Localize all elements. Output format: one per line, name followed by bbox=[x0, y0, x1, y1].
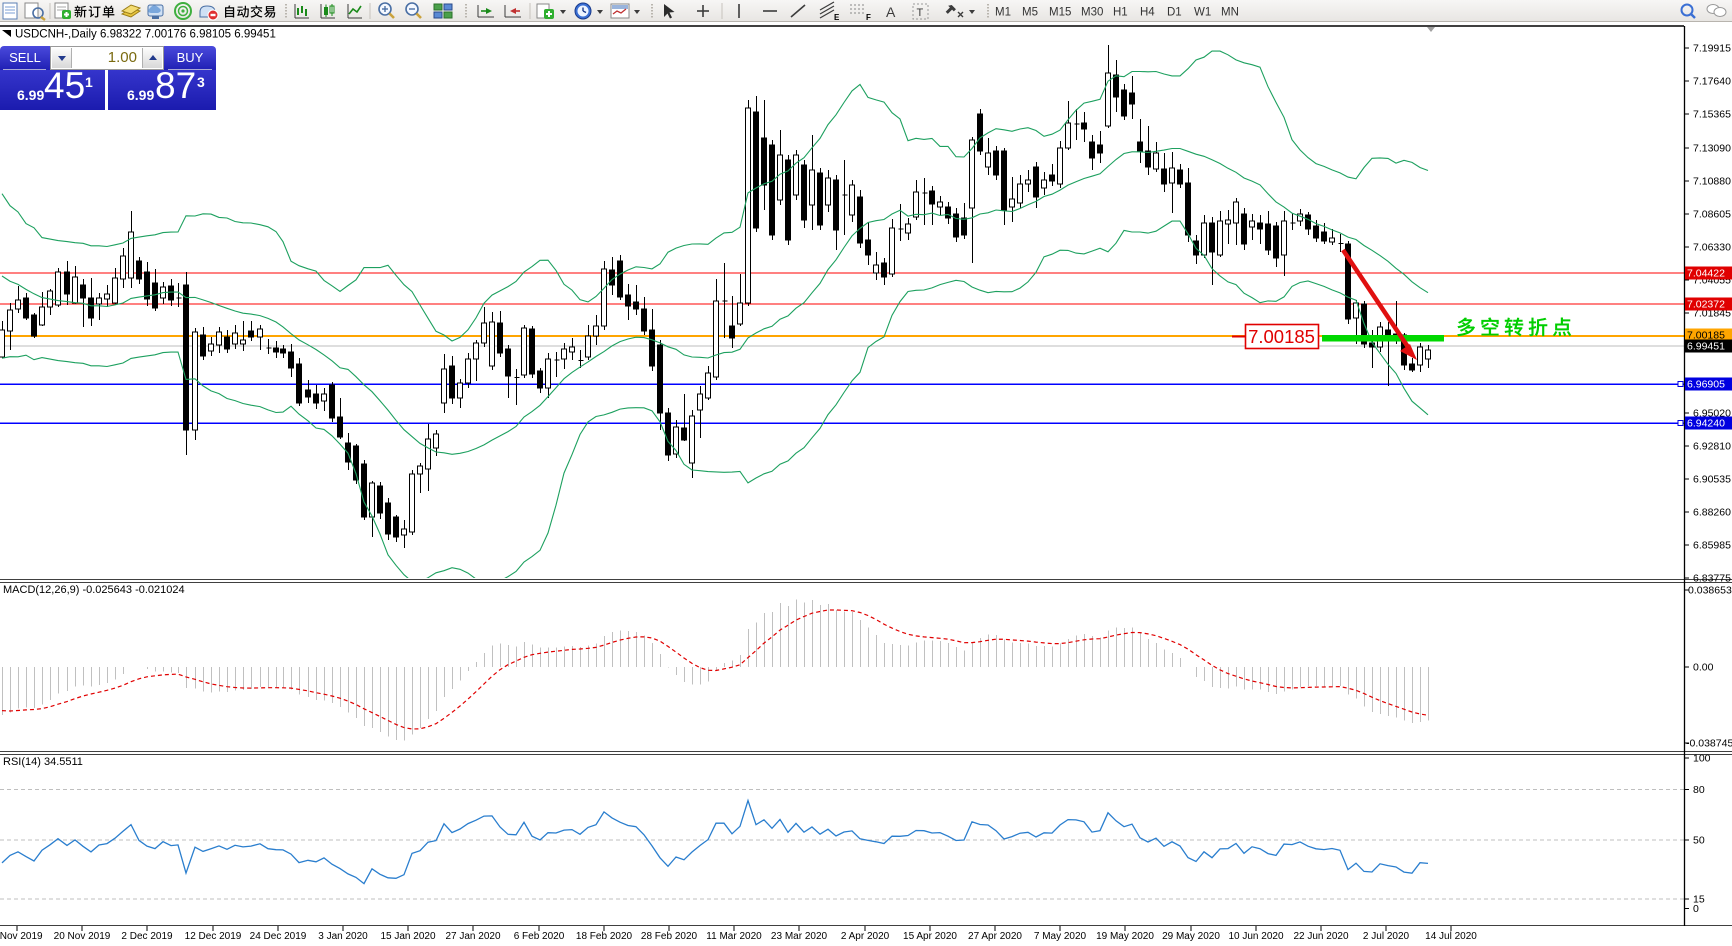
svg-text:6.96905: 6.96905 bbox=[1687, 379, 1725, 391]
svg-text:7.19915: 7.19915 bbox=[1693, 43, 1731, 55]
svg-text:M1: M1 bbox=[995, 7, 1011, 19]
svg-text:6.85985: 6.85985 bbox=[1693, 540, 1731, 552]
svg-text:6.99451: 6.99451 bbox=[1687, 341, 1725, 353]
svg-text:MN: MN bbox=[1221, 7, 1239, 19]
svg-text:27 Jan 2020: 27 Jan 2020 bbox=[445, 931, 500, 942]
svg-text:6.83775: 6.83775 bbox=[1693, 573, 1731, 585]
svg-text:7.17640: 7.17640 bbox=[1693, 76, 1731, 88]
svg-text:23 Mar 2020: 23 Mar 2020 bbox=[771, 931, 828, 942]
svg-text:7.15365: 7.15365 bbox=[1693, 109, 1731, 121]
svg-text:6 Feb 2020: 6 Feb 2020 bbox=[514, 931, 565, 942]
svg-text:7 May 2020: 7 May 2020 bbox=[1034, 931, 1087, 942]
svg-text:A: A bbox=[886, 4, 896, 20]
svg-text:7.13090: 7.13090 bbox=[1693, 143, 1731, 155]
svg-text:H1: H1 bbox=[1113, 7, 1128, 19]
svg-text:2 Jul 2020: 2 Jul 2020 bbox=[1363, 931, 1410, 942]
svg-text:7.06330: 7.06330 bbox=[1693, 242, 1731, 254]
svg-text:100: 100 bbox=[1693, 753, 1711, 765]
svg-text:9 Nov 2019: 9 Nov 2019 bbox=[0, 931, 43, 942]
svg-text:7.04422: 7.04422 bbox=[1687, 268, 1725, 280]
svg-text:0: 0 bbox=[1693, 903, 1699, 915]
svg-text:USDCNH-,Daily 6.98322 7.00176: USDCNH-,Daily 6.98322 7.00176 6.98105 6.… bbox=[15, 29, 276, 41]
svg-text:27 Apr 2020: 27 Apr 2020 bbox=[968, 931, 1022, 942]
svg-text:M15: M15 bbox=[1049, 7, 1071, 19]
svg-text:D1: D1 bbox=[1167, 7, 1182, 19]
svg-text:14 Jul 2020: 14 Jul 2020 bbox=[1425, 931, 1477, 942]
svg-text:7.10880: 7.10880 bbox=[1693, 176, 1731, 188]
svg-text:3 Jan 2020: 3 Jan 2020 bbox=[318, 931, 368, 942]
svg-text:2 Apr 2020: 2 Apr 2020 bbox=[841, 931, 890, 942]
svg-text:15 Apr 2020: 15 Apr 2020 bbox=[903, 931, 957, 942]
svg-text:-0.038745: -0.038745 bbox=[1686, 738, 1732, 750]
svg-text:7.00185: 7.00185 bbox=[1687, 330, 1725, 342]
svg-text:11 Mar 2020: 11 Mar 2020 bbox=[706, 931, 762, 942]
svg-text:6.94240: 6.94240 bbox=[1687, 418, 1725, 430]
svg-text:W1: W1 bbox=[1194, 7, 1211, 19]
svg-text:24 Dec 2019: 24 Dec 2019 bbox=[250, 931, 307, 942]
svg-text:7.02372: 7.02372 bbox=[1687, 299, 1725, 311]
svg-text:10 Jun 2020: 10 Jun 2020 bbox=[1228, 931, 1283, 942]
svg-text:F: F bbox=[866, 13, 871, 22]
svg-text:80: 80 bbox=[1693, 784, 1705, 796]
svg-text:E: E bbox=[834, 13, 840, 22]
svg-text:0.00: 0.00 bbox=[1693, 662, 1714, 674]
svg-text:H4: H4 bbox=[1140, 7, 1155, 19]
svg-text:M30: M30 bbox=[1081, 7, 1103, 19]
svg-text:T: T bbox=[917, 7, 924, 19]
svg-text:7.08605: 7.08605 bbox=[1693, 209, 1731, 221]
svg-text:6.92810: 6.92810 bbox=[1693, 441, 1731, 453]
svg-text:MACD(12,26,9) -0.025643 -0.021: MACD(12,26,9) -0.025643 -0.021024 bbox=[3, 584, 185, 596]
svg-text:6.90535: 6.90535 bbox=[1693, 474, 1731, 486]
svg-text:2 Dec 2019: 2 Dec 2019 bbox=[121, 931, 173, 942]
svg-text:29 May 2020: 29 May 2020 bbox=[1162, 931, 1220, 942]
svg-text:7.00185: 7.00185 bbox=[1248, 326, 1315, 347]
svg-text:22 Jun 2020: 22 Jun 2020 bbox=[1293, 931, 1348, 942]
svg-text:20 Nov 2019: 20 Nov 2019 bbox=[54, 931, 111, 942]
svg-text:0.038653: 0.038653 bbox=[1688, 585, 1732, 597]
svg-text:18 Feb 2020: 18 Feb 2020 bbox=[576, 931, 633, 942]
svg-text:12 Dec 2019: 12 Dec 2019 bbox=[185, 931, 242, 942]
svg-text:15: 15 bbox=[1693, 894, 1705, 906]
svg-text:6.88260: 6.88260 bbox=[1693, 507, 1731, 519]
svg-text:15 Jan 2020: 15 Jan 2020 bbox=[380, 931, 435, 942]
svg-text:50: 50 bbox=[1693, 835, 1705, 847]
svg-text:28 Feb 2020: 28 Feb 2020 bbox=[641, 931, 698, 942]
svg-text:RSI(14) 34.5511: RSI(14) 34.5511 bbox=[3, 756, 83, 768]
svg-text:M5: M5 bbox=[1022, 7, 1038, 19]
svg-text:19 May 2020: 19 May 2020 bbox=[1096, 931, 1154, 942]
